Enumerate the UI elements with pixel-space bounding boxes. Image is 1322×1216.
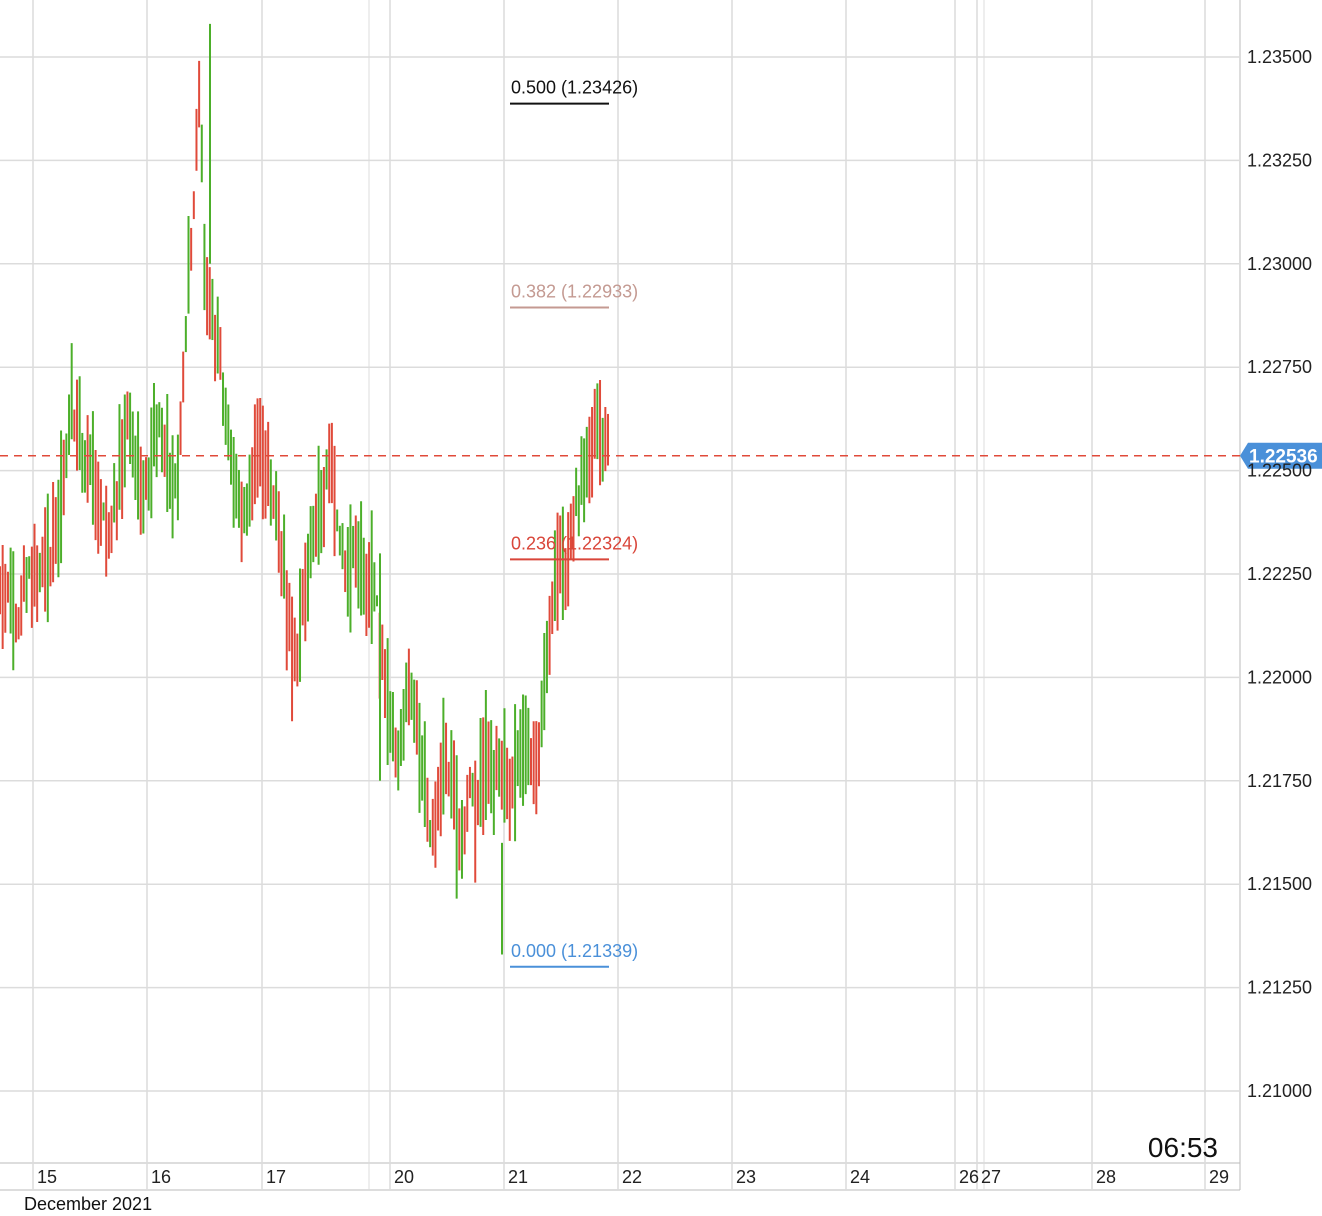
x-tick-label: 21 [508,1167,528,1187]
price-badge [1240,442,1322,469]
y-tick-label: 1.21000 [1247,1081,1312,1101]
y-tick-label: 1.23250 [1247,150,1312,170]
fib-label-0-500: 0.500 (1.23426) [511,78,638,98]
fibonacci-levels: 0.500 (1.23426) 0.382 (1.22933) 0.236 (1.2… [510,78,638,968]
fib-label-0-236: 0.236 (1.22324) [511,533,638,553]
x-tick-label: 28 [1096,1167,1116,1187]
candlestick-series [0,23,609,955]
y-tick-label: 1.21750 [1247,771,1312,791]
y-tick-label: 1.22750 [1247,357,1312,377]
x-tick-label: 23 [736,1167,756,1187]
x-axis: 15 16 17 20 21 22 23 24 26 27 28 29 [37,1167,1229,1187]
x-tick-label: 20 [394,1167,414,1187]
y-tick-label: 1.23000 [1247,254,1312,274]
chart-grid [0,0,1241,1191]
x-tick-label: 15 [37,1167,57,1187]
fib-label-0-000: 0.000 (1.21339) [511,941,638,961]
y-tick-label: 1.21500 [1247,874,1312,894]
x-tick-label: 22 [622,1167,642,1187]
x-tick-label: 17 [266,1167,286,1187]
y-tick-label: 1.22500 [1247,461,1312,481]
fib-label-0-382: 0.382 (1.22933) [511,282,638,302]
y-tick-label: 1.21250 [1247,978,1312,998]
price-badge-label: 1.22536 [1249,447,1318,468]
x-tick-label: 16 [151,1167,171,1187]
y-tick-label: 1.22000 [1247,667,1312,687]
y-tick-label: 1.23500 [1247,47,1312,67]
x-tick-label: 29 [1209,1167,1229,1187]
current-price-line: 1.22536 [0,442,1322,469]
x-tick-label: 24 [850,1167,870,1187]
x-tick-label: 27 [981,1167,1001,1187]
x-tick-label: 26 [959,1167,979,1187]
y-tick-label: 1.22250 [1247,564,1312,584]
month-label: December 2021 [24,1194,152,1214]
clock-readout: 06:53 [1148,1132,1218,1163]
y-axis: 1.21000 1.21250 1.21500 1.21750 1.22000 1.222… [1247,47,1312,1101]
